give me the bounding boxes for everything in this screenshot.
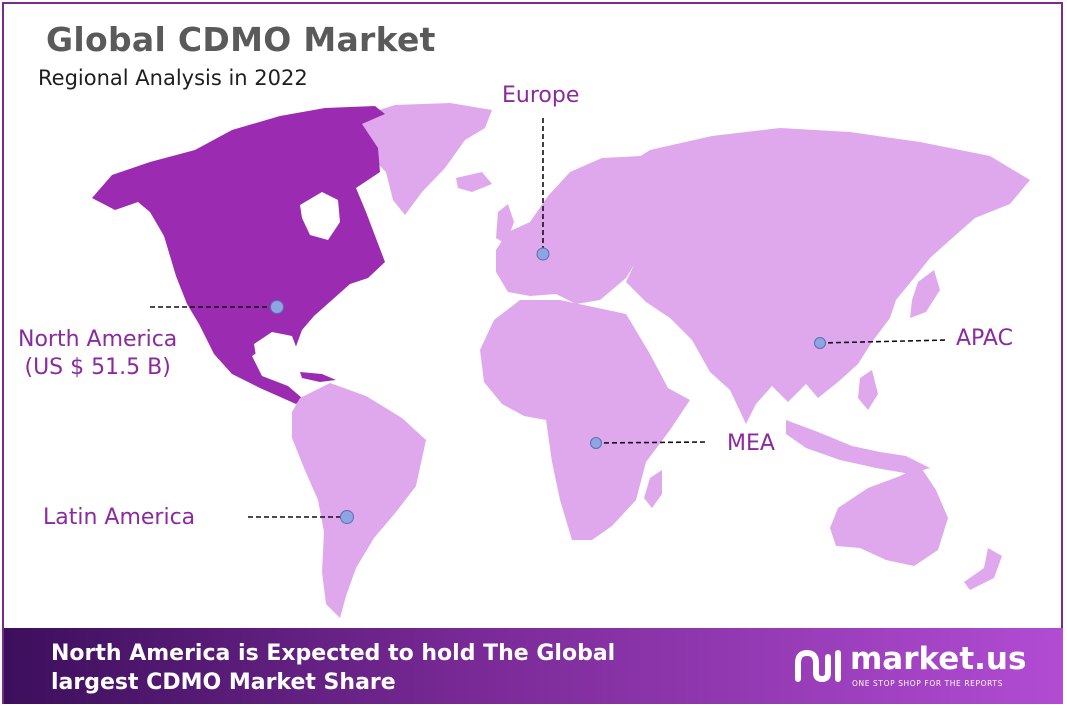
apac-leader: [819, 339, 949, 344]
north-america-name: North America: [18, 327, 178, 352]
page-subtitle: Regional Analysis in 2022: [38, 66, 308, 90]
latin-america-label: Latin America: [43, 505, 196, 530]
madagascar-shape: [644, 470, 662, 508]
north-america-marker: [270, 300, 284, 314]
north-america-value: (US $ 51.5 B): [24, 355, 171, 380]
australia-shape: [830, 466, 948, 566]
iceland-shape: [456, 172, 492, 192]
hudson-bay-shape: [300, 192, 340, 240]
brand-tagline: ONE STOP SHOP FOR THE REPORTS: [852, 679, 1003, 688]
gulf-of-mexico-shape: [254, 332, 298, 366]
mea-label: MEA: [727, 431, 775, 456]
indonesia-shape: [786, 420, 930, 474]
world-map: [92, 103, 1030, 618]
new-zealand-shape: [964, 548, 1002, 590]
mea-marker: [590, 437, 602, 449]
africa-shape: [480, 300, 690, 540]
latin-america-shape: [292, 383, 426, 618]
footer-banner: North America is Expected to hold The Gl…: [4, 628, 1063, 704]
europe-shape: [496, 156, 650, 304]
mea-leader: [595, 441, 707, 444]
footer-message: North America is Expected to hold The Gl…: [51, 639, 615, 697]
europe-label: Europe: [502, 83, 580, 108]
market-us-logo-icon: [795, 649, 841, 683]
uk-shape: [496, 204, 514, 244]
page-title: Global CDMO Market: [46, 20, 436, 59]
latin-america-marker: [340, 510, 354, 524]
asia-shape: [600, 128, 1030, 424]
apac-label: APAC: [956, 326, 1013, 351]
europe-marker: [536, 247, 550, 261]
footer-line-1: North America is Expected to hold The Gl…: [51, 641, 616, 666]
north-america-shape: [92, 106, 385, 404]
apac-marker: [814, 337, 826, 349]
north-america-label: North America (US $ 51.5 B): [18, 326, 177, 382]
footer-line-2: largest CDMO Market Share: [51, 670, 396, 695]
caribbean-shape: [300, 372, 336, 382]
japan-shape: [910, 270, 940, 318]
philippines-shape: [858, 370, 878, 410]
greenland-shape: [355, 103, 492, 215]
brand-logo: market.us ONE STOP SHOP FOR THE REPORTS: [792, 641, 1042, 693]
brand-name: market.us: [850, 641, 1027, 677]
